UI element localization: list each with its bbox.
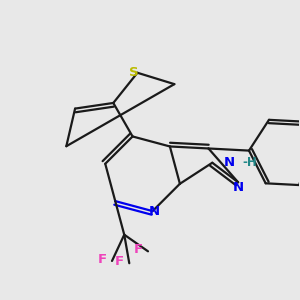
Text: S: S bbox=[129, 66, 139, 79]
Text: F: F bbox=[98, 253, 107, 266]
Text: N: N bbox=[232, 181, 244, 194]
Text: F: F bbox=[134, 243, 143, 256]
Text: N: N bbox=[149, 205, 160, 218]
Text: -H: -H bbox=[243, 156, 258, 169]
Text: F: F bbox=[115, 255, 124, 268]
Text: N: N bbox=[224, 156, 235, 169]
